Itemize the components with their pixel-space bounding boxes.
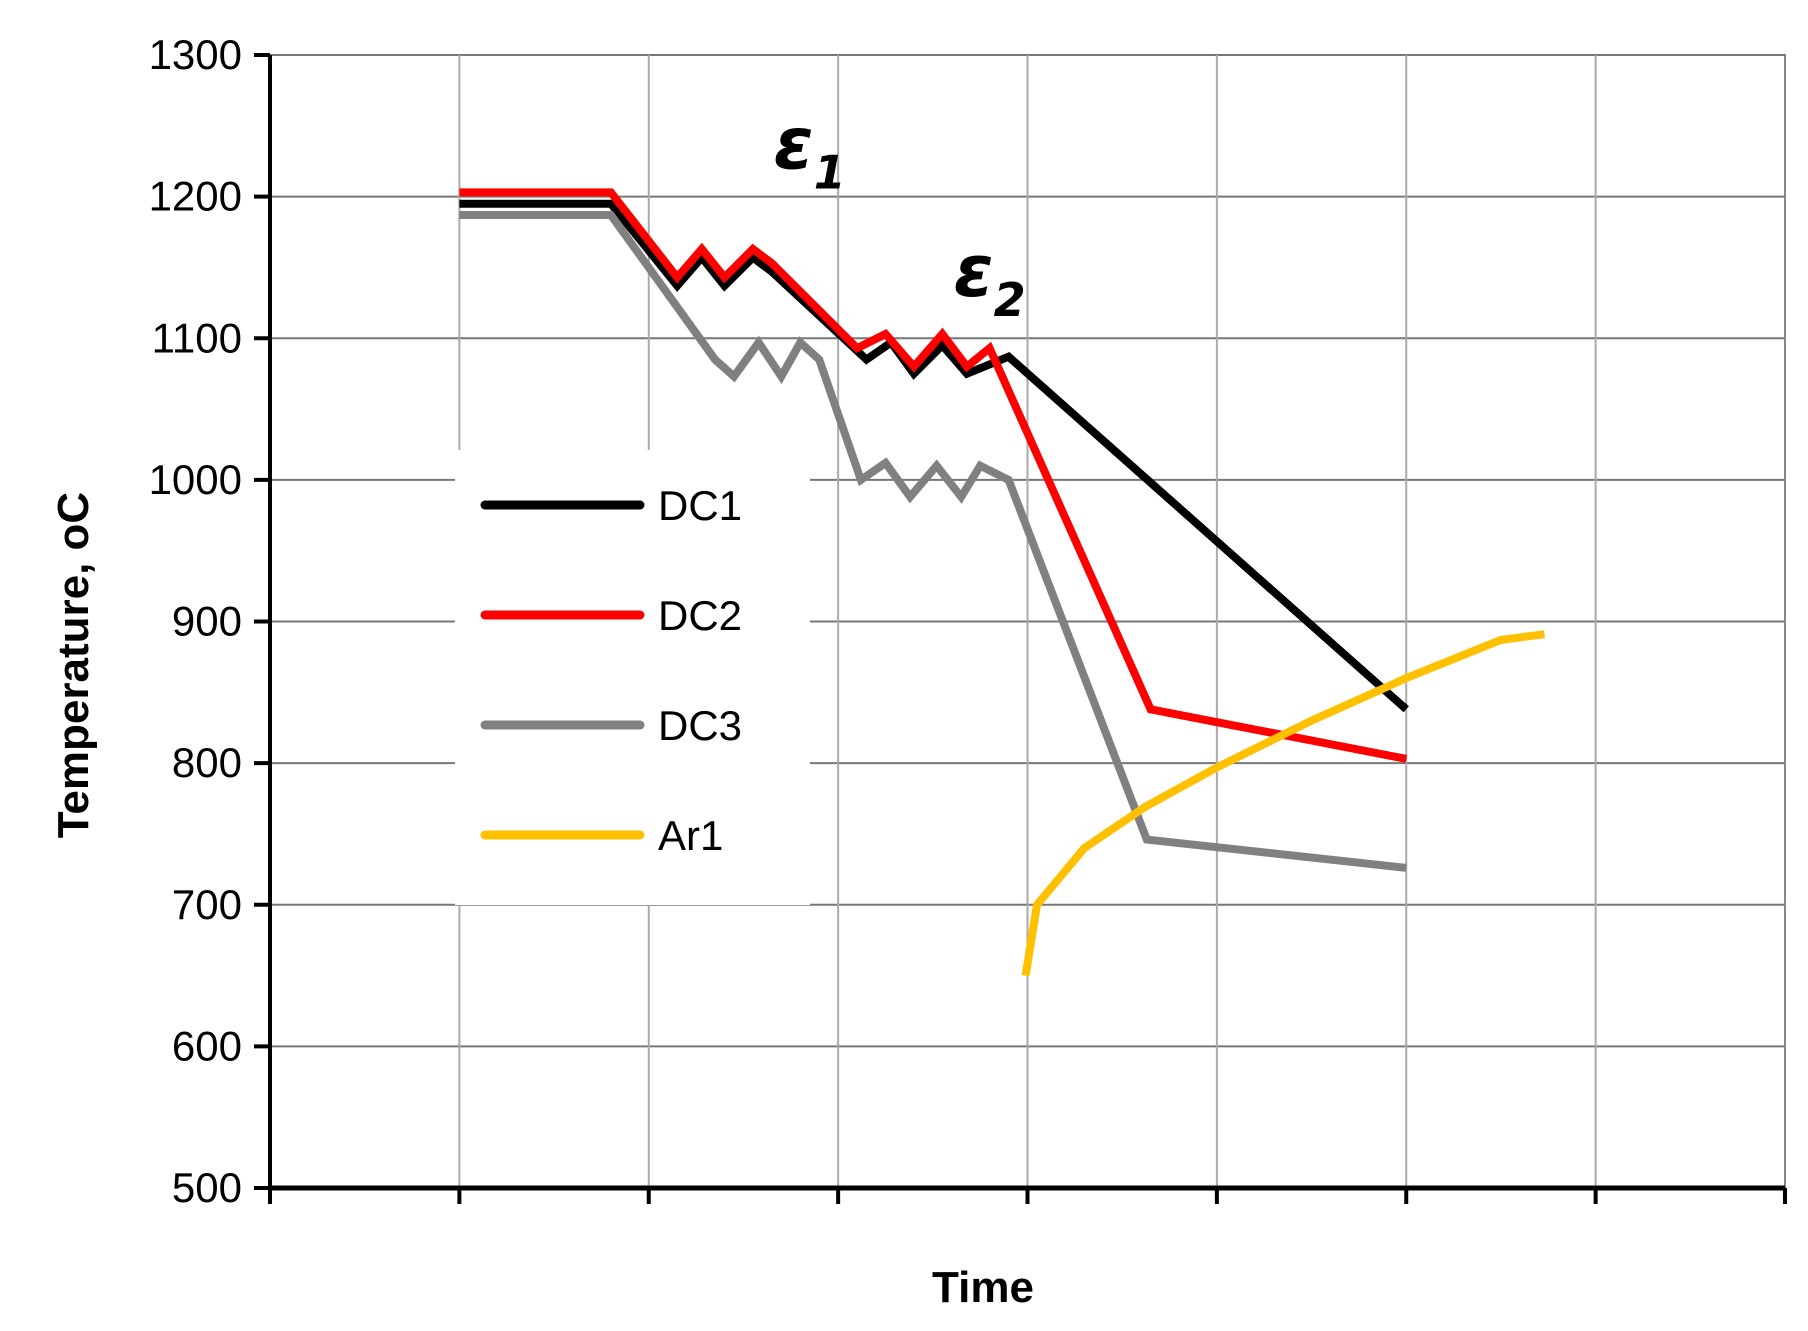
y-tick-label: 600	[172, 1022, 242, 1069]
y-tick-label: 900	[172, 598, 242, 645]
axes: 500 600 700 800 900 1000 1100 1200 1300	[149, 31, 1787, 1211]
y-tick-label: 1000	[149, 456, 242, 503]
y-tick-label: 700	[172, 881, 242, 928]
strain-annotation-2: ε2	[954, 229, 1026, 327]
series-line-dc3	[459, 211, 1407, 872]
y-axis-title: Temperature, oC	[49, 492, 98, 838]
y-tick-label: 800	[172, 739, 242, 786]
legend-label-dc3: DC3	[658, 702, 742, 749]
legend-label-dc1: DC1	[658, 482, 742, 529]
annotations: ε1 ε2	[774, 101, 1026, 326]
series-layer	[459, 188, 1546, 977]
strain-annotation-1: ε1	[774, 101, 846, 199]
legend-label-dc2: DC2	[658, 592, 742, 639]
y-axis-title-text: Temperature,	[49, 550, 98, 838]
legend: DC1 DC2 DC3 Ar1	[455, 450, 810, 905]
series-line-ar1	[1021, 630, 1546, 977]
x-axis-title: Time	[932, 1263, 1034, 1312]
y-axis-title-unit: oC	[49, 492, 98, 551]
y-tick-label: 1200	[149, 173, 242, 220]
legend-box	[455, 450, 810, 905]
legend-label-ar1: Ar1	[658, 812, 723, 859]
series-line-dc2	[459, 188, 1408, 763]
y-tick-label: 1100	[152, 314, 242, 361]
y-tick-label: 1300	[149, 31, 242, 78]
y-tick-label: 500	[172, 1164, 242, 1211]
